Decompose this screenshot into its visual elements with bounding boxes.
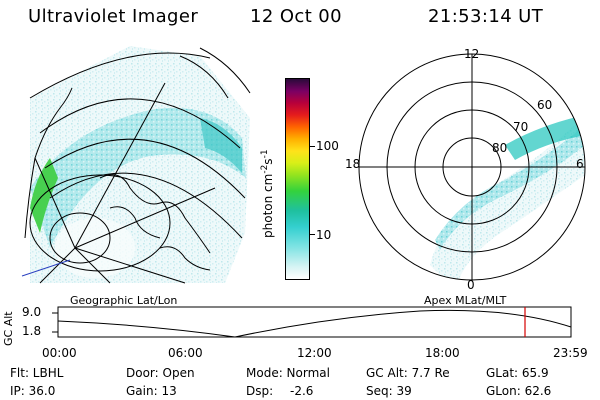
date-label: 12 Oct 00 (250, 6, 342, 27)
orbit-xtick-2359: 23:59 (553, 346, 588, 360)
geographic-map (21, 46, 251, 284)
colorbar-label-100: 100 (316, 139, 339, 153)
colorbar-unit-label: photon cm-2s-1 (260, 149, 275, 238)
colorbar-label-10: 10 (316, 228, 332, 242)
door-status: Door: Open (126, 366, 195, 380)
dsp-label: Dsp: (246, 384, 274, 398)
glon-status: GLon: 62.6 (486, 384, 552, 398)
colorbar-tick-100 (309, 146, 315, 147)
filter-status: Flt: LBHL (10, 366, 64, 380)
dsp-value: -2.6 (290, 384, 314, 398)
orbit-altitude-plot (52, 306, 572, 338)
colorbar-tick-10 (309, 234, 315, 235)
time-label: 21:53:14 UT (428, 6, 544, 27)
ip-status: IP: 36.0 (10, 384, 56, 398)
polar-mlt-plot (358, 53, 586, 281)
seq-status: Seq: 39 (366, 384, 412, 398)
mlat-label-80: 80 (492, 141, 508, 155)
orbit-ylabel: GC Alt (2, 311, 15, 346)
orbit-xtick-0600: 06:00 (168, 346, 203, 360)
mlt-label-12: 12 (464, 47, 480, 61)
mlat-label-60: 60 (537, 98, 553, 112)
orbit-xtick-0000: 00:00 (42, 346, 77, 360)
polar-plot-label: Apex MLat/MLT (424, 294, 507, 307)
gain-status: Gain: 13 (126, 384, 177, 398)
mlat-label-70: 70 (513, 120, 529, 134)
orbit-ytick-low: 1.8 (22, 324, 42, 338)
mlt-label-6: 6 (576, 157, 584, 171)
orbit-xtick-1200: 12:00 (297, 346, 332, 360)
mode-status: Mode: Normal (246, 366, 330, 380)
mlt-label-0: 0 (467, 278, 475, 292)
intensity-colorbar (285, 78, 310, 280)
orbit-xtick-1800: 18:00 (425, 346, 460, 360)
gc-alt-status: GC Alt: 7.7 Re (366, 366, 450, 380)
geo-map-label: Geographic Lat/Lon (70, 294, 178, 307)
instrument-title: Ultraviolet Imager (28, 6, 199, 27)
glat-status: GLat: 65.9 (486, 366, 549, 380)
mlt-label-18: 18 (345, 157, 361, 171)
orbit-ytick-high: 9.0 (22, 305, 42, 319)
